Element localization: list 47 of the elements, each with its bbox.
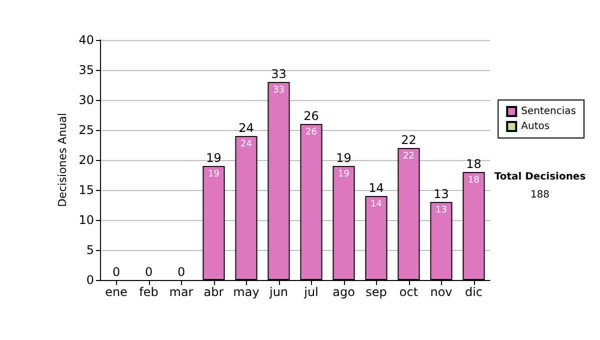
x-tick-label: jun — [268, 285, 288, 299]
x-tick-label: nov — [430, 285, 452, 299]
data-label: 19 — [208, 170, 220, 180]
total-label: 13 — [434, 187, 449, 201]
legend-label: Autos — [521, 121, 550, 132]
legend-label: Sentencias — [521, 106, 576, 117]
data-label: 13 — [436, 206, 447, 216]
total-label: 26 — [304, 109, 319, 123]
total-label: 18 — [466, 157, 482, 171]
x-tick-label: dic — [464, 285, 483, 299]
y-tick-label: 10 — [78, 213, 94, 227]
data-label: 24 — [240, 140, 252, 150]
total-label: 0 — [177, 265, 186, 279]
x-tick-label: ene — [105, 285, 128, 299]
y-tick-label: 5 — [86, 243, 94, 257]
data-label: 22 — [403, 152, 414, 162]
x-tick-label: abr — [204, 285, 224, 299]
y-tick-label: 30 — [78, 93, 94, 107]
total-label: 0 — [144, 265, 153, 279]
total-label: 19 — [206, 151, 222, 165]
data-label: 18 — [468, 176, 480, 186]
total-label: 14 — [368, 181, 384, 195]
y-tick-label: 35 — [78, 63, 94, 77]
text: Total Decisiones — [494, 172, 586, 182]
data-label: 14 — [370, 200, 382, 210]
text: 188 — [530, 190, 550, 200]
total-label: 24 — [238, 121, 254, 135]
total-label: 22 — [401, 133, 416, 147]
y-tick-label: 25 — [78, 123, 94, 137]
x-tick-label: mar — [169, 285, 194, 299]
x-tick-label: ago — [332, 285, 355, 299]
y-axis-title: Decisiones Anual — [56, 112, 69, 208]
total-label: 33 — [271, 67, 286, 81]
total-label: 0 — [112, 265, 120, 279]
x-tick-label: oct — [399, 285, 418, 299]
y-tick-label: 20 — [78, 153, 94, 167]
data-label: 19 — [338, 170, 350, 180]
y-tick-label: 15 — [78, 183, 94, 197]
data-label: 33 — [273, 86, 284, 96]
x-tick-label: jul — [303, 285, 318, 299]
y-tick-label: 0 — [86, 273, 94, 287]
x-tick-label: may — [233, 285, 260, 299]
total-label: 19 — [336, 151, 352, 165]
x-tick-label: sep — [366, 285, 387, 299]
y-tick-label: 40 — [78, 33, 94, 47]
data-label: 26 — [306, 128, 318, 138]
x-tick-label: feb — [139, 285, 158, 299]
